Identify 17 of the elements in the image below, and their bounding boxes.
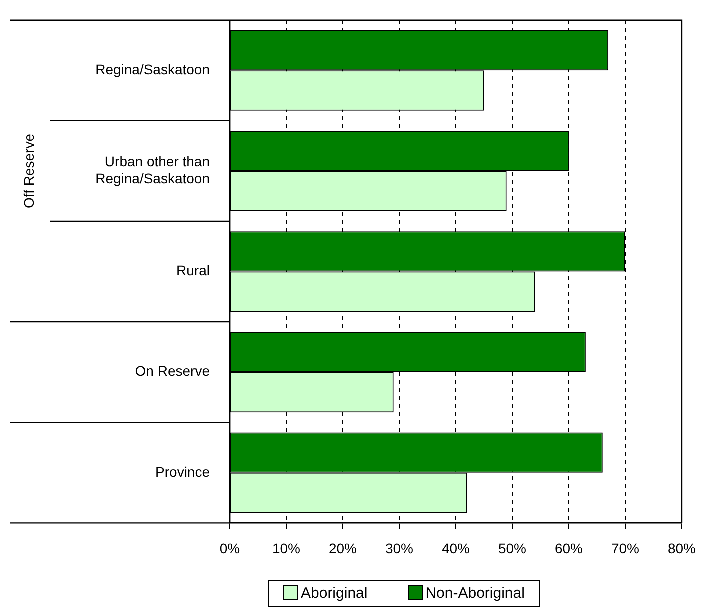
x-tick-label: 30% <box>385 540 414 556</box>
x-tick-label: 10% <box>272 540 301 556</box>
x-tick-label: 50% <box>498 540 527 556</box>
x-tick-label: 40% <box>442 540 470 556</box>
y-tick-label: Rural <box>176 262 210 279</box>
x-tick-label: 80% <box>668 540 696 556</box>
x-tick-label: 20% <box>328 540 358 556</box>
y-tick-label: On Reserve <box>135 363 210 380</box>
legend-label: Aboriginal <box>300 585 368 602</box>
y-tick-label: Province <box>156 464 210 480</box>
x-tick-label: 0% <box>220 540 240 556</box>
legend-label: Non-Aboriginal <box>424 585 525 602</box>
y-tick-label: Regina/Saskatoon <box>96 62 210 78</box>
y-tick-label: Urban other than Regina/Saskatoon <box>96 154 210 186</box>
x-tick-label: 60% <box>554 540 584 556</box>
x-tick-label: 70% <box>611 540 640 556</box>
text: Off Reserve <box>20 134 37 208</box>
